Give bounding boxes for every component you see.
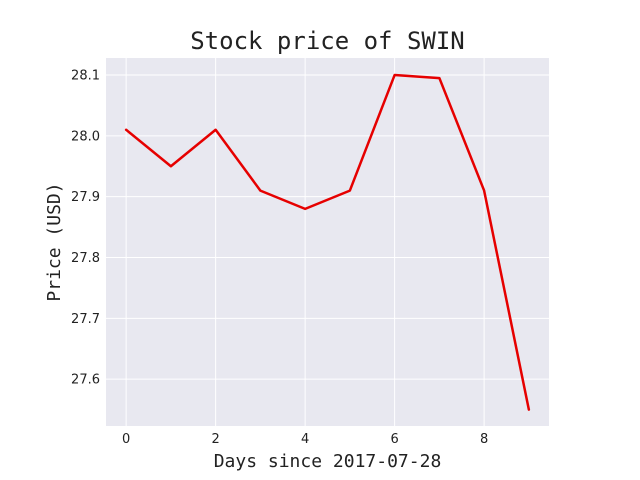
chart-title: Stock price of SWIN [190,27,465,55]
series-layer [124,73,531,411]
grid-lines [106,58,549,426]
plot-area [106,58,549,426]
y-tick-label: 28.1 [71,69,100,84]
x-tick-label: 2 [211,432,219,447]
x-tick-label: 0 [122,432,130,447]
y-tick-label: 27.8 [71,251,100,266]
y-axis-ticks: 27.6 27.7 27.8 27.9 28.0 28.1 [71,69,100,388]
x-tick-label: 6 [390,432,398,447]
y-tick-label: 27.7 [71,312,100,327]
y-axis-label: Price (USD) [44,182,65,301]
series-line [124,73,531,411]
x-axis-ticks: 0 2 4 6 8 [122,432,488,447]
y-tick-label: 28.0 [71,129,100,144]
x-tick-label: 8 [480,432,488,447]
y-tick-label: 27.6 [71,373,100,388]
x-axis-label: Days since 2017-07-28 [214,451,442,472]
x-tick-label: 4 [301,432,309,447]
y-tick-label: 27.9 [71,190,100,205]
